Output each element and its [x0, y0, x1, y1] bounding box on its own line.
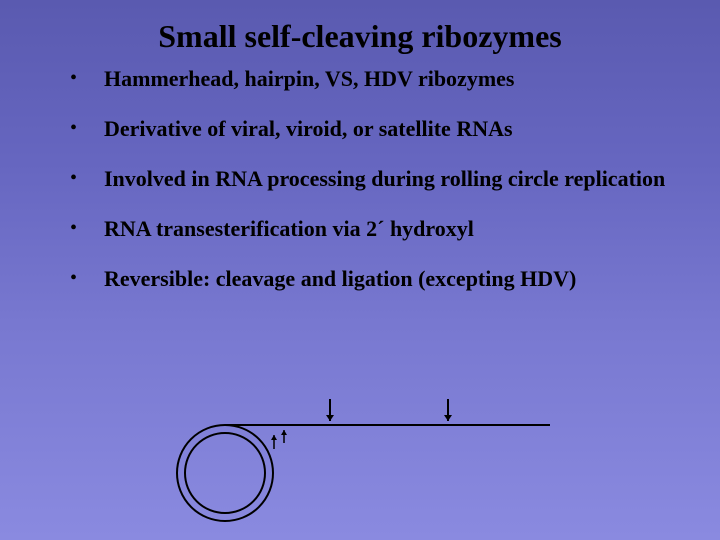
- rolling-circle-diagram: [150, 395, 560, 530]
- bullet-item: • Derivative of viral, viroid, or satell…: [70, 115, 680, 143]
- bullet-icon: •: [70, 115, 104, 141]
- bullet-text: Involved in RNA processing during rollin…: [104, 165, 665, 193]
- bullet-item: • Involved in RNA processing during roll…: [70, 165, 680, 193]
- bullet-icon: •: [70, 265, 104, 291]
- bullet-icon: •: [70, 215, 104, 241]
- bullet-list: • Hammerhead, hairpin, VS, HDV ribozymes…: [0, 65, 720, 293]
- bullet-item: • RNA transesterification via 2´ hydroxy…: [70, 215, 680, 243]
- bullet-text: RNA transesterification via 2´ hydroxyl: [104, 215, 474, 243]
- bullet-item: • Hammerhead, hairpin, VS, HDV ribozymes: [70, 65, 680, 93]
- bullet-item: • Reversible: cleavage and ligation (exc…: [70, 265, 680, 293]
- bullet-text: Reversible: cleavage and ligation (excep…: [104, 265, 576, 293]
- slide-title: Small self-cleaving ribozymes: [0, 0, 720, 65]
- bullet-text: Derivative of viral, viroid, or satellit…: [104, 115, 513, 143]
- bullet-text: Hammerhead, hairpin, VS, HDV ribozymes: [104, 65, 514, 93]
- bullet-icon: •: [70, 65, 104, 91]
- bullet-icon: •: [70, 165, 104, 191]
